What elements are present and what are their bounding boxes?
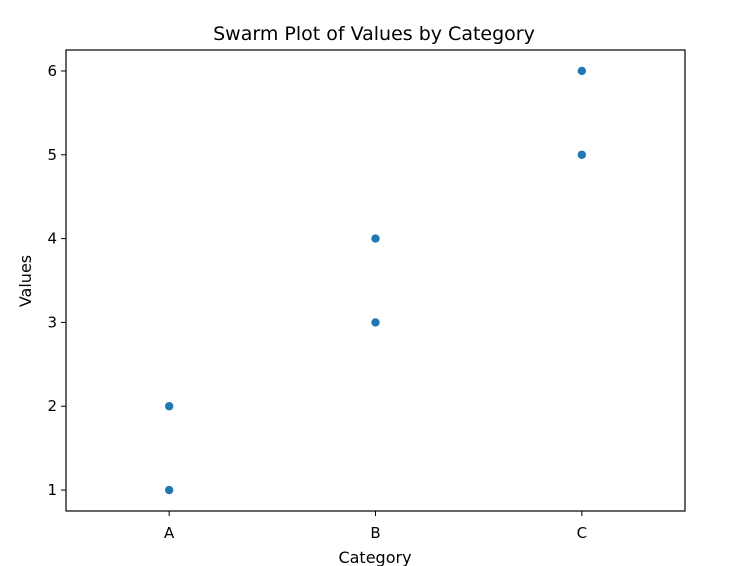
y-tick-label: 6	[47, 62, 57, 80]
y-tick-label: 5	[47, 146, 57, 164]
data-points	[164, 66, 587, 495]
y-tick-label: 2	[47, 397, 57, 415]
x-axis: A B C	[164, 511, 587, 542]
x-tick-label: B	[370, 524, 380, 542]
chart-title: Swarm Plot of Values by Category	[213, 23, 535, 45]
y-axis-label: Values	[16, 255, 35, 307]
x-tick-label: A	[164, 524, 175, 542]
x-tick-label: C	[577, 524, 587, 542]
data-point	[164, 485, 174, 495]
y-tick-label: 4	[47, 230, 57, 248]
plot-area-frame	[65, 49, 686, 512]
y-tick-label: 1	[47, 481, 57, 499]
x-axis-label: Category	[338, 548, 411, 566]
data-point	[164, 402, 174, 411]
data-point	[371, 318, 380, 327]
data-point	[577, 150, 587, 159]
data-point	[371, 234, 380, 243]
data-point	[577, 66, 587, 76]
y-tick-label: 3	[47, 313, 57, 331]
y-axis: 1 2 3 4 5 6	[47, 62, 66, 499]
